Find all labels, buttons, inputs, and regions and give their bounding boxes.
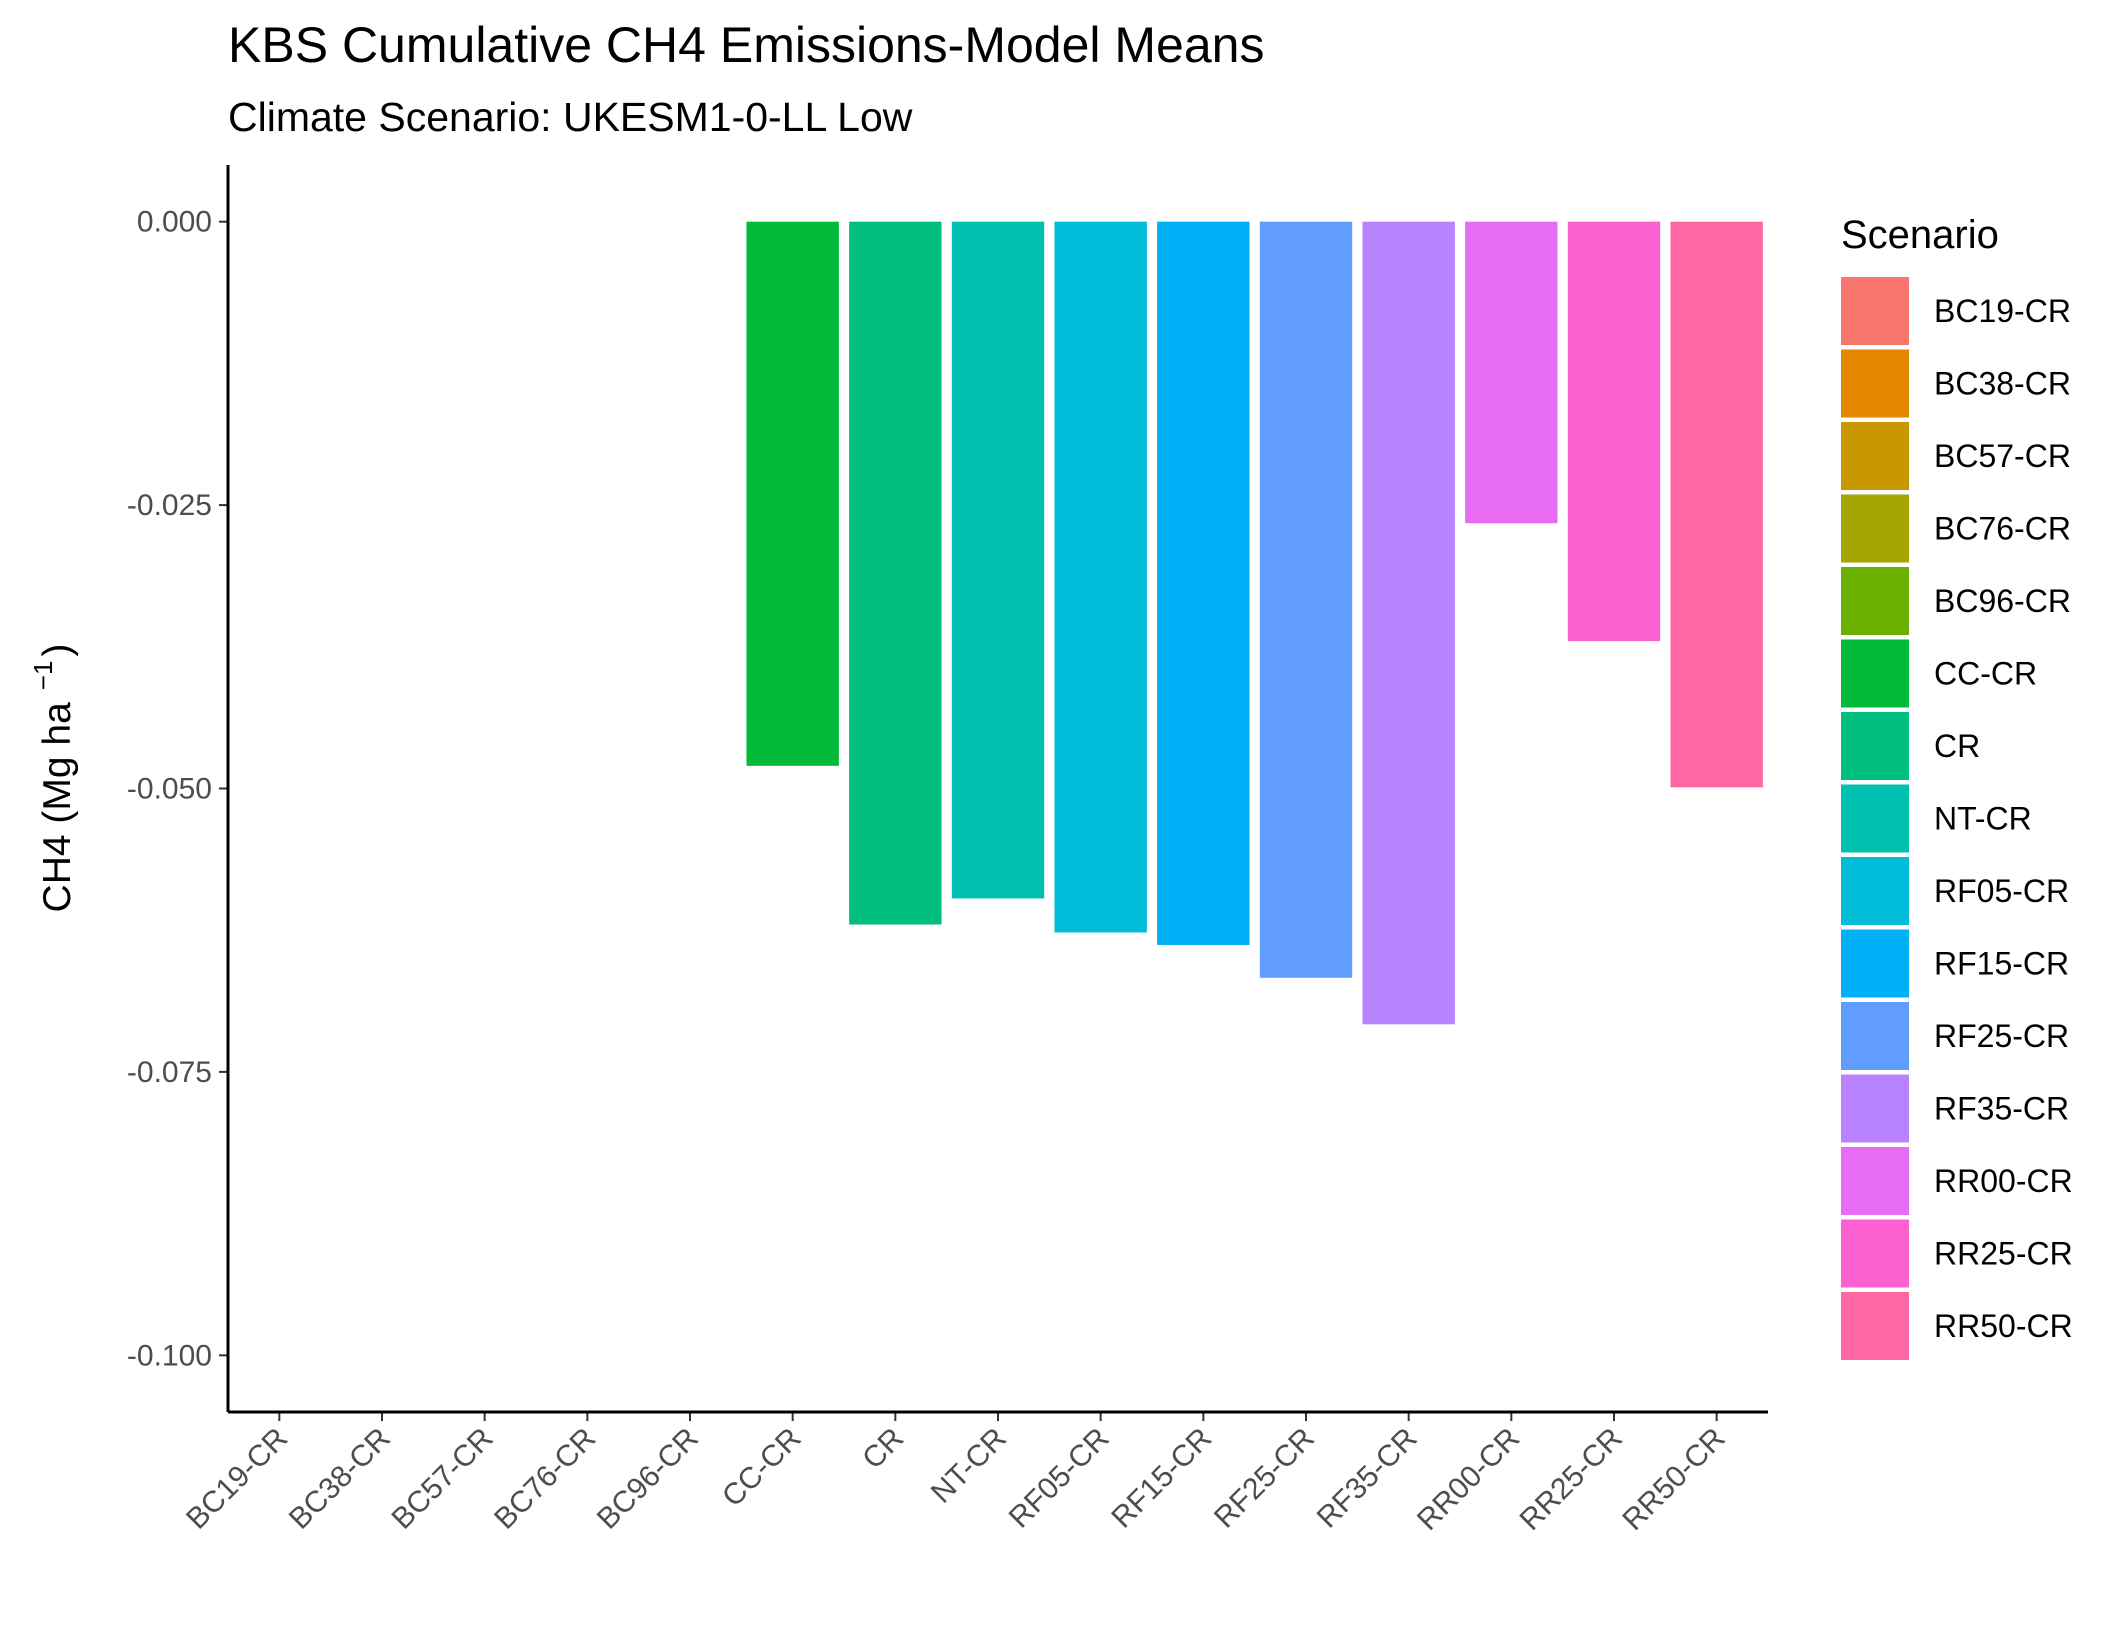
legend-key-rf05-cr (1841, 857, 1909, 925)
bar-rf35-cr (1362, 221, 1455, 1025)
y-axis-title-text: CH4 (Mg ha −1 ) (28, 644, 79, 913)
legend-key-nt-cr (1841, 784, 1909, 853)
legend-label: RF35-CR (1934, 1091, 2069, 1127)
y-tick-label: 0.000 (137, 206, 212, 239)
legend-key-cr (1841, 712, 1909, 780)
chart-title: KBS Cumulative CH4 Emissions-Model Means (228, 17, 1264, 73)
legend-key-rf25-cr (1841, 1002, 1909, 1070)
y-tick-label: -0.100 (127, 1339, 212, 1372)
legend-label: BC19-CR (1934, 293, 2071, 329)
legend-label: NT-CR (1934, 801, 2032, 837)
legend-label: RR50-CR (1934, 1308, 2073, 1344)
x-tick-label: RR50-CR (1616, 1422, 1731, 1537)
legend-key-rr50-cr (1841, 1292, 1909, 1360)
legend: Scenario BC19-CR BC38-CR BC57-CR BC76-CR BC9… (1841, 213, 2073, 1360)
bar-cc-cr (746, 221, 839, 766)
legend-label: BC57-CR (1934, 438, 2071, 474)
y-axis-title-main: CH4 (Mg ha (36, 702, 79, 913)
legend-key-bc38-cr (1841, 349, 1909, 418)
x-tick-label: BC96-CR (591, 1422, 705, 1536)
legend-key-rf15-cr (1841, 929, 1909, 998)
x-tick-label: RR00-CR (1411, 1422, 1526, 1537)
x-tick-label: CC-CR (716, 1422, 808, 1514)
legend-key-rr00-cr (1841, 1147, 1909, 1215)
x-tick-label: BC38-CR (283, 1422, 397, 1536)
x-tick-label: RR25-CR (1514, 1422, 1629, 1537)
y-tick-label: -0.025 (127, 489, 212, 522)
legend-items: BC19-CR BC38-CR BC57-CR BC76-CR BC96-CR CC-CR… (1841, 277, 2073, 1360)
x-tick-label: RF25-CR (1208, 1422, 1321, 1535)
x-tick-label: CR (856, 1422, 910, 1476)
y-ticks-layer: 0.000 -0.025 -0.050 -0.075 -0.100 (127, 206, 228, 1372)
legend-key-rf35-cr (1841, 1074, 1909, 1143)
bar-rf25-cr (1259, 221, 1353, 978)
bar-rf05-cr (1054, 221, 1147, 933)
bar-rr00-cr (1465, 221, 1558, 524)
legend-key-bc96-cr (1841, 567, 1909, 635)
y-axis-title-close: ) (36, 644, 79, 657)
bar-cr (849, 221, 942, 925)
legend-key-bc57-cr (1841, 422, 1909, 490)
legend-key-cc-cr (1841, 639, 1909, 708)
x-tick-label: BC19-CR (180, 1422, 294, 1536)
x-tick-label: RF05-CR (1003, 1422, 1116, 1535)
bar-rr25-cr (1567, 221, 1661, 642)
x-tick-label: RF35-CR (1311, 1422, 1424, 1535)
legend-label: RF25-CR (1934, 1018, 2069, 1054)
y-tick-label: -0.050 (127, 773, 212, 806)
legend-label: CR (1934, 728, 1980, 764)
bar-rr50-cr (1670, 221, 1763, 788)
legend-key-bc19-cr (1841, 277, 1909, 345)
legend-label: RR00-CR (1934, 1163, 2073, 1199)
chart-subtitle: Climate Scenario: UKESM1-0-LL Low (228, 94, 913, 140)
y-axis-title-superscript: −1 (28, 661, 58, 691)
x-tick-label: BC76-CR (488, 1422, 602, 1536)
legend-title: Scenario (1841, 213, 1999, 257)
legend-label: RF05-CR (1934, 873, 2069, 909)
bar-nt-cr (951, 221, 1045, 899)
legend-key-bc76-cr (1841, 494, 1909, 563)
legend-label: BC76-CR (1934, 511, 2071, 547)
legend-label: CC-CR (1934, 656, 2037, 692)
x-tick-label: NT-CR (925, 1422, 1013, 1510)
legend-label: BC96-CR (1934, 583, 2071, 619)
legend-label: BC38-CR (1934, 366, 2071, 402)
x-tick-label: RF15-CR (1105, 1422, 1218, 1535)
legend-label: RF15-CR (1934, 946, 2069, 982)
legend-key-rr25-cr (1841, 1219, 1909, 1288)
x-tick-label: BC57-CR (386, 1422, 500, 1536)
bars-layer (746, 221, 1763, 1025)
y-tick-label: -0.075 (127, 1056, 212, 1089)
bar-rf15-cr (1157, 221, 1250, 945)
y-axis-title: CH4 (Mg ha −1 ) (28, 644, 79, 913)
legend-label: RR25-CR (1934, 1236, 2073, 1272)
